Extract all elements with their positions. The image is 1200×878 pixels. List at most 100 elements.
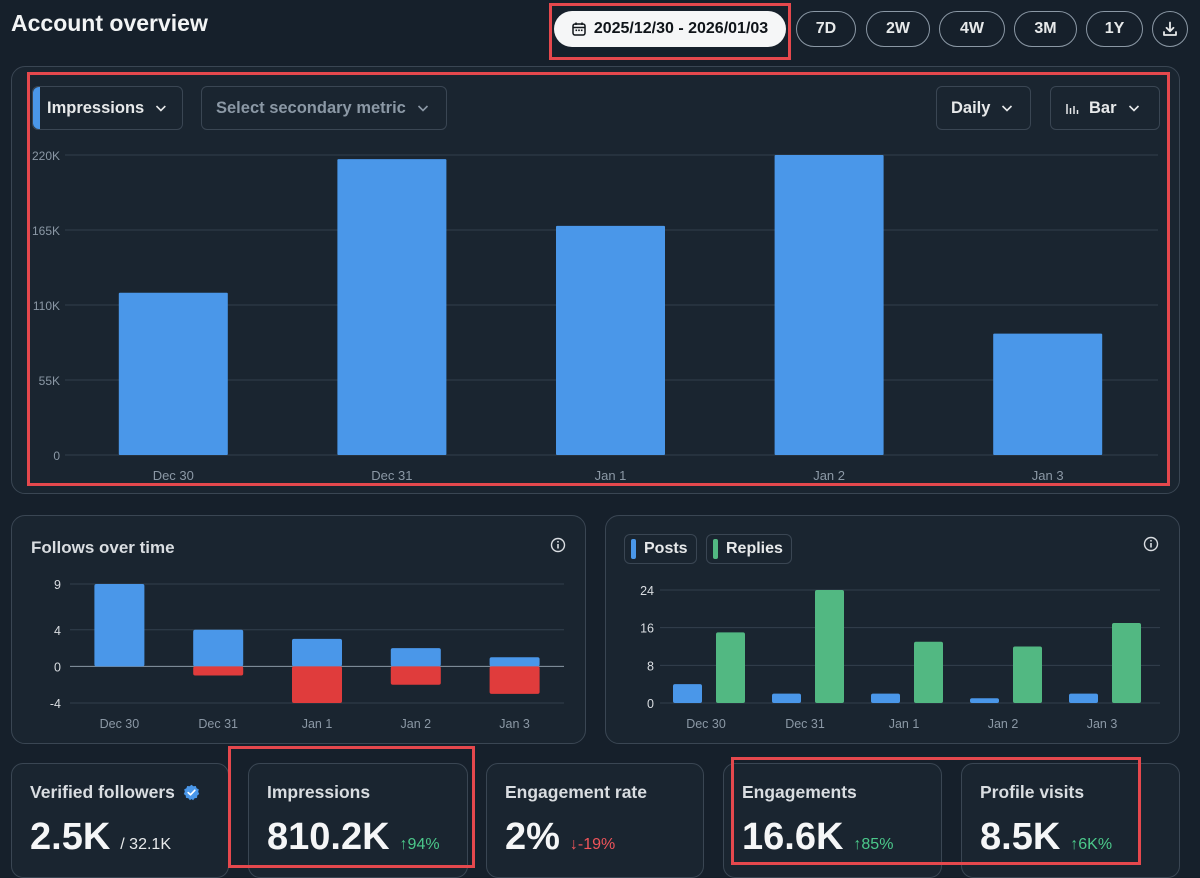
- follows-bar: [489, 657, 540, 667]
- range-7d-button[interactable]: 7D: [796, 11, 856, 47]
- verified-badge-icon: [183, 784, 200, 801]
- follows-card-title: Follows over time: [31, 538, 175, 557]
- range-4w-button[interactable]: 4W: [939, 11, 1005, 47]
- unfollows-bar: [292, 666, 342, 703]
- y-tick-label: 0: [54, 660, 61, 674]
- posts-bar: [871, 693, 900, 703]
- chevron-down-icon: [156, 105, 167, 112]
- y-tick-label: 8: [647, 659, 654, 673]
- primary-metric-label: Impressions: [47, 98, 145, 117]
- profile-visits-delta: ↑6K%: [1070, 836, 1113, 853]
- y-tick-label: 165K: [32, 224, 60, 238]
- x-tick-label: Jan 1: [889, 717, 920, 731]
- range-3m-button[interactable]: 3M: [1014, 11, 1077, 47]
- granularity-dropdown[interactable]: Daily: [936, 86, 1031, 130]
- y-tick-label: 4: [54, 624, 61, 638]
- info-icon[interactable]: [550, 537, 566, 553]
- impressions-bar: [993, 333, 1103, 455]
- impressions-bar: [118, 292, 228, 455]
- secondary-metric-dropdown[interactable]: Select secondary metric: [201, 86, 447, 130]
- posts-replies-chart: 0 8 16 24 Dec 30 Dec 31 Jan 1 Jan 2 Jan 3: [640, 584, 1160, 731]
- x-tick-label: Jan 2: [988, 717, 1019, 731]
- y-tick-label: 16: [640, 622, 654, 636]
- x-tick-label: Jan 1: [595, 468, 627, 483]
- posts-bar: [673, 684, 702, 703]
- legend-replies-label: Replies: [726, 540, 783, 557]
- x-tick-label: Jan 3: [499, 717, 530, 731]
- chart-type-dropdown[interactable]: Bar: [1050, 86, 1160, 130]
- replies-bar: [914, 641, 943, 703]
- y-tick-label: 55K: [39, 374, 60, 388]
- calendar-icon: [572, 22, 586, 36]
- page-title: Account overview: [11, 10, 208, 36]
- primary-metric-accent: [33, 87, 40, 129]
- chevron-down-icon: [1002, 105, 1013, 112]
- unfollows-bar: [193, 666, 244, 676]
- impressions-card: Impressions 810.2K ↑94%: [248, 763, 468, 878]
- impressions-bar: [337, 159, 447, 455]
- posts-bar: [772, 693, 801, 703]
- impressions-label: Impressions: [267, 782, 371, 802]
- verified-followers-label: Verified followers: [30, 782, 175, 802]
- range-2w-button[interactable]: 2W: [866, 11, 930, 47]
- replies-bar: [1013, 646, 1042, 703]
- verified-followers-value: 2.5K: [30, 816, 111, 858]
- impressions-chart: 0 55K 110K 165K 220K Dec 30 Dec 31 Jan 1 Jan 2 Ja…: [32, 149, 1158, 483]
- primary-metric-dropdown[interactable]: Impressions: [32, 86, 183, 130]
- chevron-down-icon: [417, 105, 428, 112]
- x-tick-label: Dec 31: [371, 468, 412, 483]
- replies-bar: [716, 632, 745, 703]
- posts-bar: [970, 698, 999, 703]
- follows-bar: [94, 584, 145, 667]
- range-1y-button[interactable]: 1Y: [1086, 11, 1143, 47]
- posts-bar: [1069, 693, 1098, 703]
- y-tick-label: 0: [647, 697, 654, 711]
- verified-followers-card: Verified followers 2.5K / 32.1K: [11, 763, 229, 878]
- replies-bar: [815, 590, 844, 703]
- y-tick-label: 110K: [33, 299, 60, 313]
- date-range-label: 2025/12/30 - 2026/01/03: [593, 20, 769, 37]
- engagements-label: Engagements: [742, 782, 857, 802]
- impressions-bar: [774, 155, 884, 455]
- x-tick-label: Jan 1: [302, 717, 333, 731]
- follows-bar: [390, 648, 441, 667]
- engagement-rate-value: 2%: [505, 816, 560, 858]
- x-tick-label: Jan 3: [1032, 468, 1064, 483]
- engagement-rate-label: Engagement rate: [505, 782, 647, 802]
- impressions-value: 810.2K: [267, 816, 390, 858]
- chevron-down-icon: [1128, 105, 1139, 112]
- chart-type-label: Bar: [1089, 98, 1117, 117]
- y-tick-label: 220K: [32, 149, 60, 163]
- legend-replies-toggle[interactable]: Replies: [706, 534, 792, 564]
- legend-posts-label: Posts: [644, 540, 688, 557]
- impressions-bar: [556, 225, 665, 455]
- follows-bar: [193, 629, 244, 667]
- profile-visits-value: 8.5K: [980, 816, 1061, 858]
- y-tick-label: 0: [53, 449, 60, 463]
- x-tick-label: Jan 2: [401, 717, 432, 731]
- info-icon[interactable]: [1143, 536, 1159, 552]
- legend-posts-swatch: [631, 539, 636, 559]
- engagement-rate-card: Engagement rate 2% ↓-19%: [486, 763, 704, 878]
- secondary-metric-label: Select secondary metric: [216, 98, 406, 117]
- engagements-card: Engagements 16.6K ↑85%: [723, 763, 942, 878]
- legend-posts-toggle[interactable]: Posts: [624, 534, 697, 564]
- date-range-button[interactable]: 2025/12/30 - 2026/01/03: [554, 11, 786, 47]
- posts-card: [605, 515, 1180, 744]
- unfollows-bar: [489, 666, 540, 694]
- legend-replies-swatch: [713, 539, 718, 559]
- profile-visits-card: Profile visits 8.5K ↑6K%: [961, 763, 1180, 878]
- granularity-label: Daily: [951, 98, 991, 117]
- x-tick-label: Dec 31: [785, 717, 825, 731]
- x-tick-label: Dec 30: [686, 717, 726, 731]
- download-button[interactable]: [1152, 11, 1188, 47]
- profile-visits-label: Profile visits: [980, 782, 1085, 802]
- unfollows-bar: [390, 666, 441, 685]
- x-tick-label: Dec 30: [153, 468, 194, 483]
- x-tick-label: Jan 2: [813, 468, 845, 483]
- engagements-delta: ↑85%: [853, 836, 894, 853]
- impressions-delta: ↑94%: [399, 836, 440, 853]
- x-tick-label: Dec 30: [100, 717, 140, 731]
- follows-chart: -4 0 4 9 Dec 30 Dec 31 Jan 1 Jan 2 Jan 3: [50, 578, 564, 731]
- y-tick-label: 9: [54, 578, 61, 592]
